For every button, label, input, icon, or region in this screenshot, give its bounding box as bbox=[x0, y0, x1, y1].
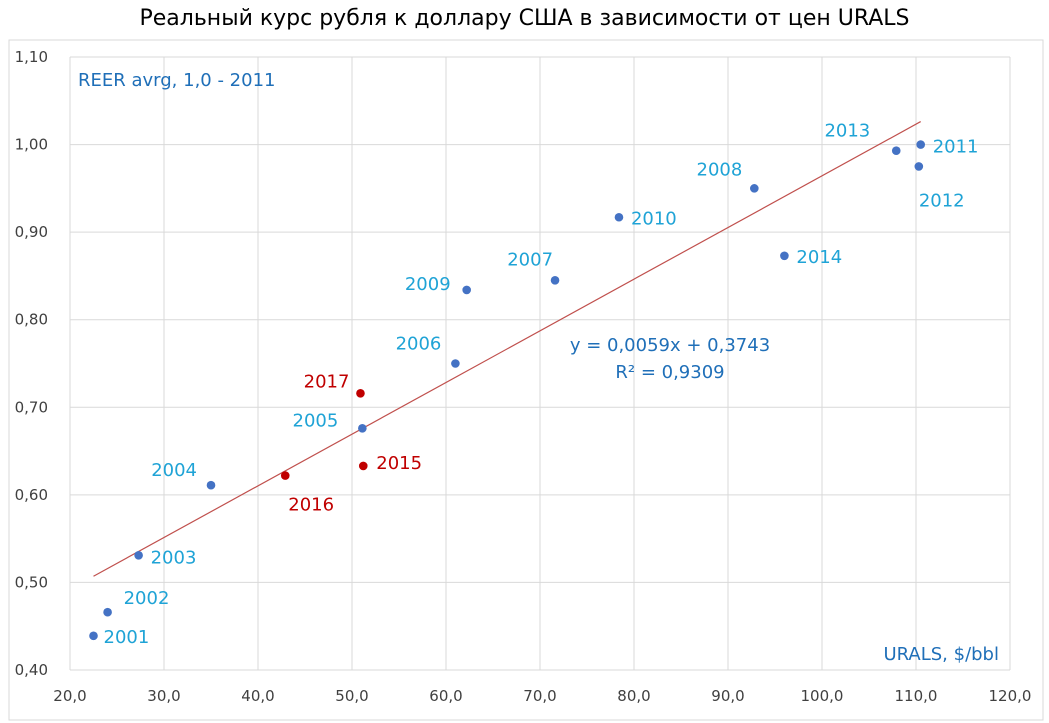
trendline-r-squared: R² = 0,9309 bbox=[615, 362, 724, 383]
x-tick-label: 40,0 bbox=[241, 687, 274, 705]
point-label-2006: 2006 bbox=[396, 334, 442, 355]
data-point-2017 bbox=[356, 388, 365, 398]
point-label-2016: 2016 bbox=[288, 495, 334, 516]
point-label-2005: 2005 bbox=[293, 410, 339, 431]
data-point-2003 bbox=[134, 550, 143, 560]
x-tick-label: 80,0 bbox=[617, 687, 650, 705]
data-point-2006 bbox=[451, 359, 460, 368]
y-tick-label: 0,90 bbox=[15, 223, 48, 241]
x-tick-label: 70,0 bbox=[523, 687, 556, 705]
point-label-2017: 2017 bbox=[304, 371, 350, 392]
data-point-2016 bbox=[280, 471, 290, 480]
x-axis-title: URALS, $/bbl bbox=[883, 644, 999, 665]
data-point-2015 bbox=[358, 461, 368, 471]
data-point-2010 bbox=[614, 212, 624, 222]
point-label-2010: 2010 bbox=[631, 208, 677, 229]
x-tick-label: 30,0 bbox=[147, 687, 180, 705]
data-point-2008 bbox=[750, 184, 759, 193]
data-point-2013 bbox=[891, 146, 901, 156]
point-label-2011: 2011 bbox=[933, 137, 979, 158]
point-label-2014: 2014 bbox=[796, 247, 842, 268]
data-point-2002 bbox=[103, 607, 112, 617]
axes: 20,0 30,0 40,0 50,0 60,0 70,0 80,0 90,0 100,0 110… bbox=[15, 48, 1032, 705]
data-point-2001 bbox=[89, 631, 98, 641]
point-label-2013: 2013 bbox=[824, 121, 870, 142]
data-point-2009 bbox=[462, 285, 471, 295]
point-labels: 2001 2002 2003 2004 2005 2006 2007 2008 2009 2010… bbox=[104, 121, 979, 648]
data-point-2005 bbox=[358, 424, 367, 433]
y-tick-label: 0,70 bbox=[15, 398, 48, 416]
x-tick-label: 120,0 bbox=[989, 687, 1032, 705]
y-axis-title: REER avrg, 1,0 - 2011 bbox=[78, 70, 276, 91]
data-point-2012 bbox=[914, 162, 924, 171]
x-tick-label: 90,0 bbox=[711, 687, 744, 705]
point-label-2001: 2001 bbox=[104, 627, 150, 648]
point-label-2007: 2007 bbox=[507, 249, 553, 270]
data-point-2011 bbox=[916, 140, 925, 149]
point-label-2003: 2003 bbox=[151, 547, 197, 568]
y-tick-label: 1,00 bbox=[15, 136, 48, 154]
point-label-2002: 2002 bbox=[124, 588, 170, 609]
point-label-2004: 2004 bbox=[151, 460, 197, 481]
x-tick-label: 50,0 bbox=[335, 687, 368, 705]
trendline bbox=[93, 121, 921, 577]
y-tick-label: 0,40 bbox=[15, 661, 48, 679]
data-point-2014 bbox=[780, 251, 789, 261]
y-tick-label: 1,10 bbox=[15, 48, 48, 66]
gridlines bbox=[69, 56, 1011, 671]
point-label-2009: 2009 bbox=[405, 274, 451, 295]
y-tick-label: 0,80 bbox=[15, 311, 48, 329]
data-point-2007 bbox=[550, 276, 560, 285]
x-tick-label: 100,0 bbox=[801, 687, 844, 705]
plot-area-border bbox=[8, 39, 1044, 721]
x-tick-label: 20,0 bbox=[53, 687, 86, 705]
data-points bbox=[89, 140, 925, 641]
data-point-2004 bbox=[206, 480, 216, 490]
x-tick-label: 60,0 bbox=[429, 687, 462, 705]
chart-title: Реальный курс рубля к доллару США в зави… bbox=[139, 6, 910, 31]
y-tick-label: 0,50 bbox=[15, 573, 48, 591]
y-tick-label: 0,60 bbox=[15, 486, 48, 504]
point-label-2008: 2008 bbox=[697, 159, 743, 180]
point-label-2015: 2015 bbox=[376, 453, 422, 474]
trendline-group bbox=[93, 121, 921, 577]
point-label-2012: 2012 bbox=[919, 190, 965, 211]
x-tick-label: 110,0 bbox=[895, 687, 938, 705]
trendline-equation: y = 0,0059x + 0,3743 bbox=[570, 335, 770, 356]
